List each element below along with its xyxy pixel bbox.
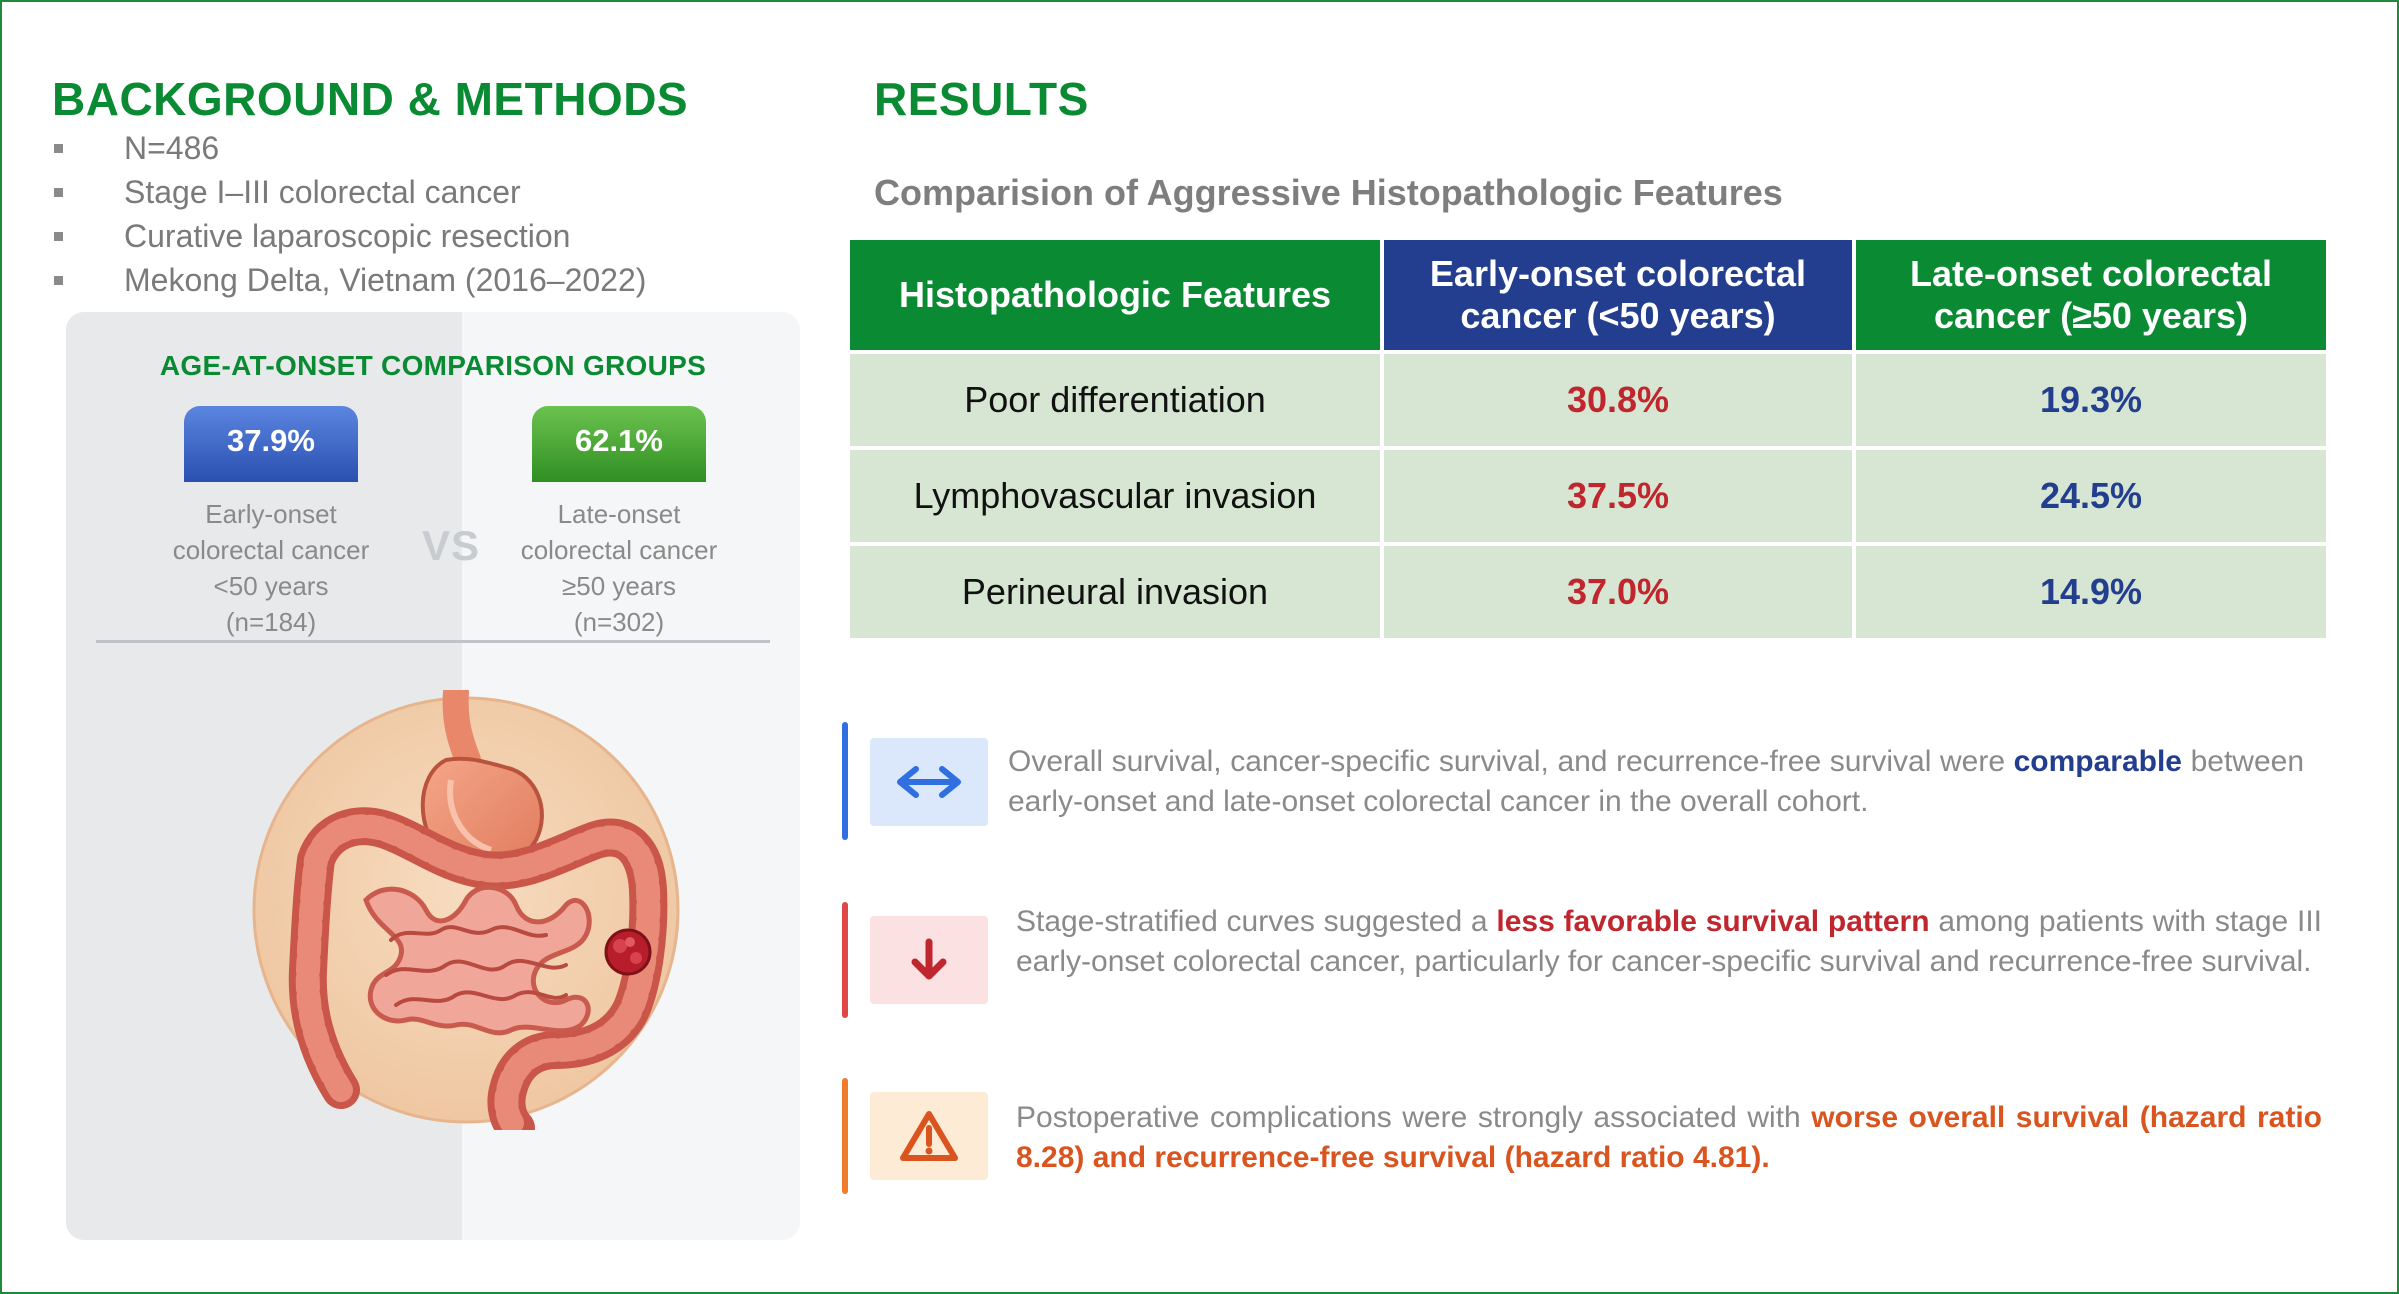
early-onset-percent-badge: 37.9% — [184, 406, 358, 482]
bullet-icon — [54, 188, 63, 197]
table-cell-feature: Poor differentiation — [850, 354, 1380, 446]
table-cell-feature: Lymphovascular invasion — [850, 450, 1380, 542]
late-onset-percent-badge: 62.1% — [532, 406, 706, 482]
vs-label: VS — [421, 522, 481, 569]
list-item: N=486 — [52, 126, 812, 170]
finding-2-icon-box — [870, 916, 988, 1004]
background-heading: BACKGROUND & METHODS — [52, 73, 689, 125]
late-onset-group-label: Late-onset colorectal cancer ≥50 years (… — [520, 499, 718, 637]
finding-1-accent-bar — [842, 722, 848, 840]
comparison-panel: AGE-AT-ONSET COMPARISON GROUPS 37.9% 62.… — [66, 312, 800, 1240]
histopathology-table: Histopathologic Features Early-onset col… — [850, 240, 2326, 642]
table-cell-early: 37.5% — [1384, 450, 1852, 542]
panel-divider — [96, 640, 770, 643]
early-onset-group-label: Early-onset colorectal cancer <50 years … — [172, 499, 370, 637]
warning-icon — [900, 1111, 958, 1161]
bullet-icon — [54, 144, 63, 153]
double-arrow-icon — [897, 766, 961, 798]
finding-1-icon-box — [870, 738, 988, 826]
finding-2-accent-bar — [842, 902, 848, 1018]
finding-3-text: Postoperative complications were strongl… — [1016, 1101, 2322, 1174]
background-list: N=486 Stage I–III colorectal cancer Cura… — [52, 126, 812, 302]
panel-title: AGE-AT-ONSET COMPARISON GROUPS — [159, 350, 707, 381]
table-header-features: Histopathologic Features — [850, 240, 1380, 350]
table-title: Comparision of Aggressive Histopathologi… — [874, 172, 1783, 213]
table-cell-early: 37.0% — [1384, 546, 1852, 638]
list-item: Stage I–III colorectal cancer — [52, 170, 812, 214]
list-item: Curative laparoscopic resection — [52, 214, 812, 258]
finding-3-accent-bar — [842, 1078, 848, 1194]
table-header-early: Early-onset colorectal cancer (<50 years… — [1384, 240, 1852, 350]
down-arrow-icon — [911, 938, 947, 980]
finding-2-text: Stage-stratified curves suggested a less… — [1016, 905, 2322, 978]
table-cell-late: 24.5% — [1856, 450, 2326, 542]
table-header-late: Late-onset colorectal cancer (≥50 years) — [1856, 240, 2326, 350]
list-item: Mekong Delta, Vietnam (2016–2022) — [52, 258, 812, 302]
table-cell-feature: Perineural invasion — [850, 546, 1380, 638]
finding-3-icon-box — [870, 1092, 988, 1180]
table-cell-early: 30.8% — [1384, 354, 1852, 446]
colon-illustration-icon — [252, 690, 680, 1130]
finding-1-text: Overall survival, cancer-specific surviv… — [1008, 745, 2304, 818]
bullet-icon — [54, 276, 63, 285]
table-cell-late: 19.3% — [1856, 354, 2326, 446]
bullet-icon — [54, 232, 63, 241]
table-cell-late: 14.9% — [1856, 546, 2326, 638]
results-heading: RESULTS — [874, 73, 1089, 125]
